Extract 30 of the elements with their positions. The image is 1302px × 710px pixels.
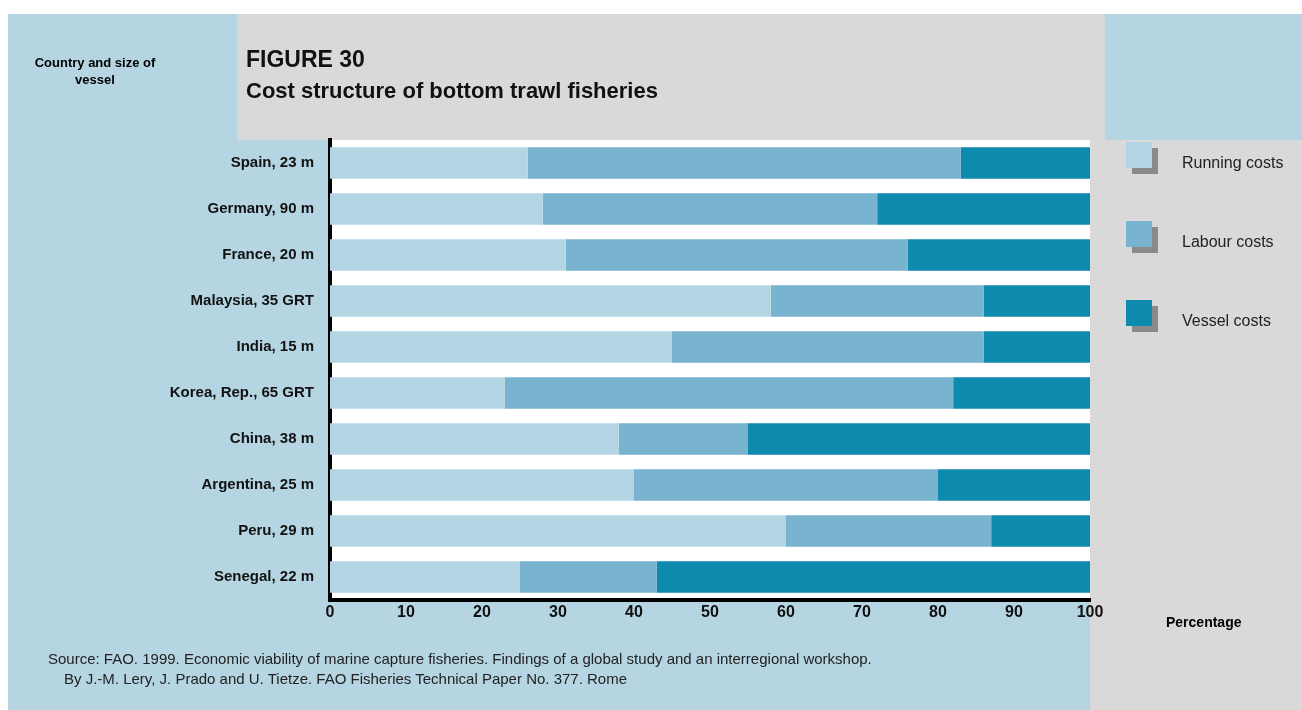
- y-tick-label: France, 20 m: [222, 245, 314, 263]
- x-tick-label: 80: [929, 603, 947, 621]
- y-tick-label: Spain, 23 m: [230, 153, 314, 171]
- legend-label: Running costs: [1182, 154, 1284, 172]
- chart-subtitle: Cost structure of bottom trawl fisheries: [246, 78, 658, 104]
- x-tick-label: 40: [625, 603, 643, 621]
- y-tick-label: Senegal, 22 m: [213, 567, 314, 585]
- x-tick-label: 70: [853, 603, 871, 621]
- source-note: Source: FAO. 1999. Economic viability of marine capture fisheries. Findings of a global study and an interregional workshop.: [48, 649, 872, 669]
- y-tick-label: Germany, 90 m: [207, 199, 314, 217]
- x-tick-label: 0: [325, 603, 335, 621]
- y-tick-label: Korea, Rep., 65 GRT: [169, 383, 314, 401]
- chart-title: FIGURE 30: [246, 46, 365, 73]
- x-tick-label: 60: [777, 603, 795, 621]
- x-tick-label: 20: [473, 603, 491, 621]
- x-tick-label: 10: [397, 603, 415, 621]
- y-tick-label: India, 15 m: [236, 337, 314, 355]
- x-tick-label: 100: [1076, 603, 1104, 621]
- x-tick-label: 50: [701, 603, 719, 621]
- text: By J.-M. Lery, J. Prado and U. Tietze. FAO Fisheries Technical Paper No. 377. Rome: [63, 669, 628, 689]
- y-tick-label: Argentina, 25 m: [201, 475, 314, 493]
- legend-label: Vessel costs: [1182, 312, 1271, 330]
- y-tick-label: China, 38 m: [229, 429, 314, 447]
- y-tick-label: Peru, 29 m: [238, 521, 314, 539]
- y-axis-title: Country and size of vessel: [33, 54, 157, 88]
- y-tick-label: Malaysia, 35 GRT: [190, 291, 314, 309]
- x-tick-label: 90: [1005, 603, 1023, 621]
- x-axis-title: Percentage: [1166, 614, 1242, 630]
- legend-label: Labour costs: [1182, 233, 1274, 251]
- x-tick-label: 30: [549, 603, 567, 621]
